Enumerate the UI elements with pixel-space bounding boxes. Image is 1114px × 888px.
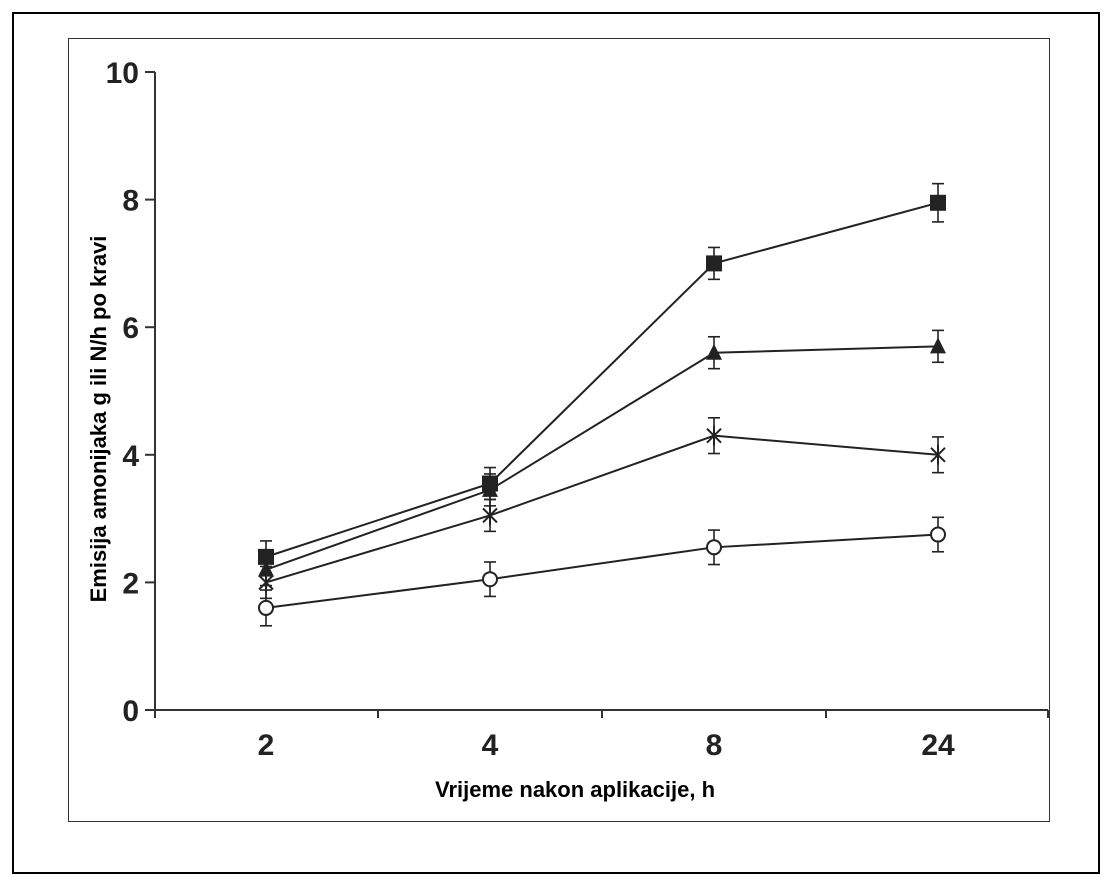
- data-point: [930, 194, 946, 211]
- series-line: [265, 345, 939, 571]
- y-tick-label: 0: [122, 695, 139, 728]
- data-point: [706, 343, 722, 360]
- data-point: [258, 599, 274, 616]
- data-point: [482, 480, 498, 497]
- data-point: [706, 255, 722, 272]
- data-point: [930, 337, 946, 354]
- figure-frame: [12, 12, 1100, 874]
- series-line: [265, 201, 939, 558]
- y-tick-label: 8: [122, 185, 139, 218]
- x-tick-label: 2: [258, 729, 275, 762]
- axes: [145, 71, 1049, 718]
- series-filled-triangle: [258, 329, 946, 587]
- y-tick-label: 6: [122, 312, 139, 345]
- series-line: [265, 434, 939, 584]
- x-tick-label: 24: [921, 729, 955, 762]
- data-point: [930, 444, 946, 465]
- x-axis-title: Vrijeme nakon aplikacije, h: [435, 777, 715, 802]
- y-tick-label: 4: [122, 440, 139, 473]
- data-point: [258, 572, 274, 593]
- series-filled-square: [258, 182, 946, 574]
- series-open-circle: [258, 516, 946, 627]
- series-layer: [258, 182, 946, 627]
- y-tick-label: 2: [122, 567, 139, 600]
- data-point: [930, 526, 946, 543]
- y-tick-label: 10: [106, 57, 139, 90]
- data-point: [706, 425, 722, 446]
- x-tick-label: 8: [706, 729, 723, 762]
- x-tick-label: 4: [482, 729, 499, 762]
- y-axis-title: Emisija amonijaka g ili N/h po kravi: [86, 236, 111, 603]
- data-point: [482, 571, 498, 588]
- data-point: [706, 539, 722, 556]
- series-star: [258, 416, 946, 600]
- plot-frame: [68, 38, 1050, 822]
- data-point: [482, 505, 498, 526]
- series-line: [265, 533, 939, 609]
